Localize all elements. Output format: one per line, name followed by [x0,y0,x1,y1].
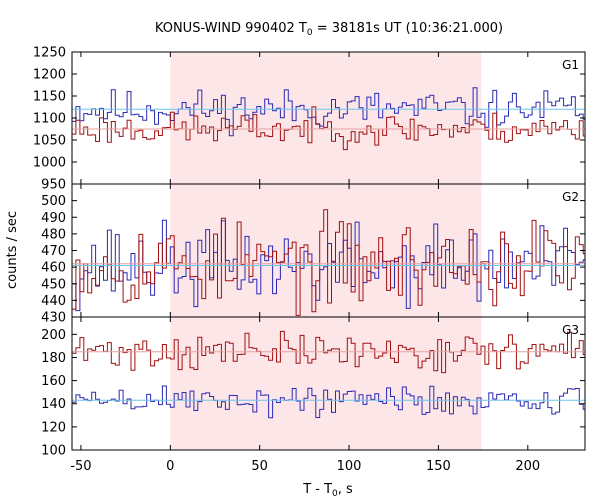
panel-label: G3 [562,323,579,337]
y-tick-label: 440 [41,294,66,309]
x-tick-label: 0 [166,459,174,474]
y-tick-label: 430 [41,311,66,326]
y-tick-label: 200 [41,328,66,343]
x-tick-label: -50 [70,459,91,474]
y-tick-label: 470 [41,244,66,259]
x-axis-label: T - T0, s [302,482,353,499]
x-tick-label: 200 [515,459,540,474]
y-tick-label: 460 [41,261,66,276]
series-g3-red [72,330,585,374]
shaded-interval-g2 [170,184,482,317]
y-tick-label: 100 [41,444,66,459]
y-tick-label: 1200 [33,68,66,83]
series-g1-red [72,106,585,151]
y-axis-label: counts / sec [5,211,20,289]
series-g1-blue [72,87,585,137]
y-tick-label: 1000 [33,156,66,171]
x-tick-label: 50 [251,459,268,474]
panel-g1: 950 1000 1050 1100 1150 1200 1250 G1 [33,46,586,193]
x-tick-label: 100 [337,459,362,474]
panel-label: G1 [562,58,579,72]
shaded-interval-g3 [170,317,482,450]
y-tick-label: 490 [41,211,66,226]
shaded-interval-g1 [170,52,482,184]
y-tick-label: 450 [41,277,66,292]
y-tick-label: 180 [41,351,66,366]
y-tick-label: 950 [41,178,66,193]
y-tick-label: 1250 [33,46,66,61]
series-g2-red [72,209,585,316]
y-tick-label: 500 [41,194,66,209]
panel-frame-g3 [71,316,586,451]
panel-label: G2 [562,190,579,204]
y-tick-label: 1100 [33,112,66,127]
y-tick-label: 1150 [33,90,66,105]
x-axis: -50 0 50 100 150 200 [70,459,540,474]
y-tick-label: 1050 [33,134,66,149]
y-tick-label: 120 [41,420,66,435]
panels: 950 1000 1050 1100 1150 1200 1250 G1 430 440 45046… [33,46,586,459]
y-tick-label: 140 [41,397,66,412]
y-tick-label: 480 [41,227,66,242]
panel-g3: 100 120 140 160 180 200 G3 [41,316,586,459]
x-tick-label: 150 [426,459,451,474]
series-g3-blue [72,385,585,419]
series-g2-blue [72,219,585,312]
chart-title: KONUS-WIND 990402 T0 = 38181s UT (10:36:… [155,21,503,38]
y-tick-label: 160 [41,374,66,389]
